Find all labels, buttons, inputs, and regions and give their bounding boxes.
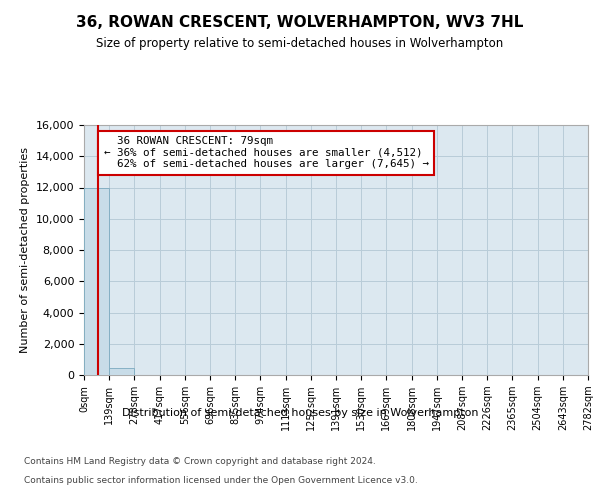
Text: 36 ROWAN CRESCENT: 79sqm
← 36% of semi-detached houses are smaller (4,512)
  62%: 36 ROWAN CRESCENT: 79sqm ← 36% of semi-d… (104, 136, 429, 170)
Text: 36, ROWAN CRESCENT, WOLVERHAMPTON, WV3 7HL: 36, ROWAN CRESCENT, WOLVERHAMPTON, WV3 7… (76, 15, 524, 30)
Text: Distribution of semi-detached houses by size in Wolverhampton: Distribution of semi-detached houses by … (122, 408, 478, 418)
Text: Contains HM Land Registry data © Crown copyright and database right 2024.: Contains HM Land Registry data © Crown c… (24, 458, 376, 466)
Bar (84, 188, 109, 375)
Text: Size of property relative to semi-detached houses in Wolverhampton: Size of property relative to semi-detach… (97, 38, 503, 51)
Y-axis label: Number of semi-detached properties: Number of semi-detached properties (20, 147, 30, 353)
Text: Contains public sector information licensed under the Open Government Licence v3: Contains public sector information licen… (24, 476, 418, 485)
Bar (109, 368, 134, 375)
